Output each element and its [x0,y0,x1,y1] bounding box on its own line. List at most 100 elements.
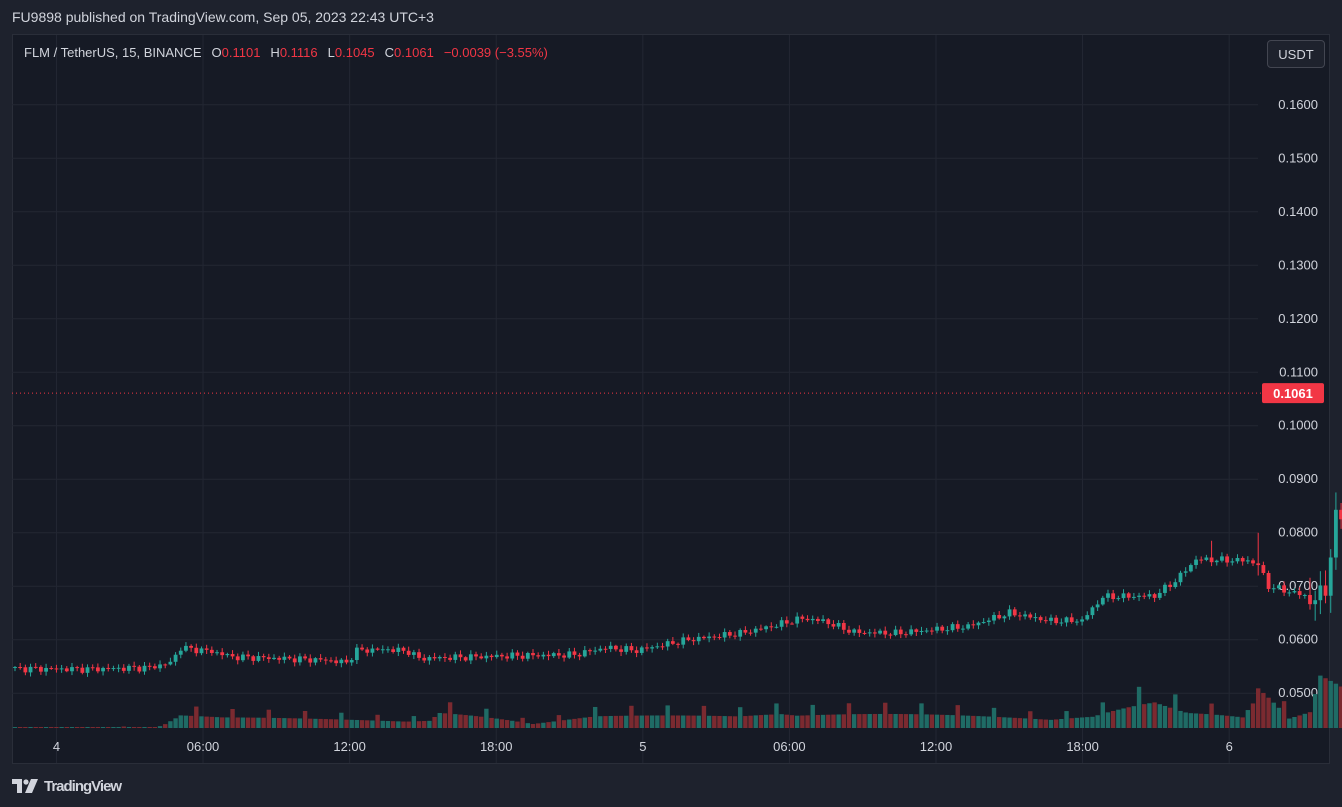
volume-bar [1126,707,1131,728]
volume-bar [157,726,163,728]
candle-body [997,614,1002,619]
candle-body [878,630,882,634]
volume-bar [240,717,246,728]
candle-body [588,650,592,652]
high-value: 0.1116 [279,45,318,60]
candle-body [1111,593,1116,600]
candle-body [1266,572,1271,589]
volume-bar [95,727,101,728]
candle-body [510,652,515,659]
candle-body [33,666,38,668]
candle-body [448,657,453,660]
volume-bar [1271,702,1276,728]
candle-body [354,647,359,661]
volume-bar [432,717,437,728]
candle-body [344,659,349,663]
volume-bar [510,720,515,728]
candle-body [1168,584,1173,588]
candle-body [199,648,204,654]
close-label: C [384,45,395,60]
volume-bar [344,719,349,728]
volume-bar [774,703,779,728]
volume-bar [422,721,427,728]
volume-bar [106,727,111,728]
footer-brand[interactable]: TradingView [12,774,122,798]
candle-body [39,666,43,672]
candle-body [241,654,245,661]
candle-body [841,622,846,630]
candle-body [847,629,851,633]
symbol-label[interactable]: FLM / TetherUS, 15, BINANCE [24,45,202,60]
volume-bar [183,715,189,728]
volume-bar [173,718,178,728]
volume-bar [520,717,525,728]
candle-body [474,654,478,657]
volume-bar [960,715,966,728]
candle-body [1023,614,1027,617]
price-tick-label: 0.1500 [1278,150,1318,165]
volume-bar [556,715,562,728]
currency-button[interactable]: USDT [1267,40,1325,68]
volume-bar [945,714,950,728]
candle-body [370,648,375,653]
volume-bar [1173,694,1178,728]
volume-bar [644,715,650,728]
volume-bar [447,702,453,728]
candle-body [173,654,178,662]
time-tick-label: 4 [53,739,60,754]
candle-body [463,657,468,661]
candle-body [1106,593,1110,598]
volume-bar [494,718,499,728]
volume-bar [302,710,308,728]
volume-bar [738,707,743,728]
candle-body [282,656,287,660]
volume-bar [1157,704,1162,728]
candle-body [204,648,209,650]
volume-bar [396,721,401,728]
candle-body [422,657,427,661]
volume-bar [986,716,992,728]
candle-body [386,649,390,651]
volume-bar [758,715,764,728]
volume-bar [23,727,28,728]
published-text: FU9898 published on TradingView.com, Sep… [12,9,434,25]
candle-body [168,661,173,665]
volume-bar [43,727,49,728]
candle-body [209,649,214,653]
candle-body [800,616,805,619]
candle-body [945,630,950,632]
candle-body [608,645,613,649]
candle-body [1225,556,1230,563]
volume-bar [541,722,546,728]
candle-body [935,626,939,631]
volume-bar [1250,703,1256,728]
candle-body [665,641,670,647]
candle-body [681,637,686,645]
volume-bar [297,718,303,728]
volume-bar [1256,688,1261,728]
candle-body [790,623,794,625]
candle-body [1069,617,1074,623]
close-value: 0.1061 [394,45,434,60]
volume-bar [199,716,204,728]
candle-body [1002,616,1007,619]
candle-body [1054,617,1059,624]
candle-body [1256,563,1261,566]
candle-body [660,646,665,648]
candle-body [80,667,85,673]
candle-body [582,650,587,657]
volume-bar [577,718,582,728]
volume-bar [411,716,417,728]
volume-bar [64,727,69,728]
volume-bar [100,727,106,728]
volume-bar [810,704,815,728]
candle-body [406,650,411,655]
candle-body [184,645,188,651]
candle-body [541,654,546,657]
volume-bar [665,705,670,728]
volume-bar [1162,705,1168,728]
candle-body [593,650,598,652]
volume-bar [1147,703,1152,728]
candle-body [929,630,934,632]
